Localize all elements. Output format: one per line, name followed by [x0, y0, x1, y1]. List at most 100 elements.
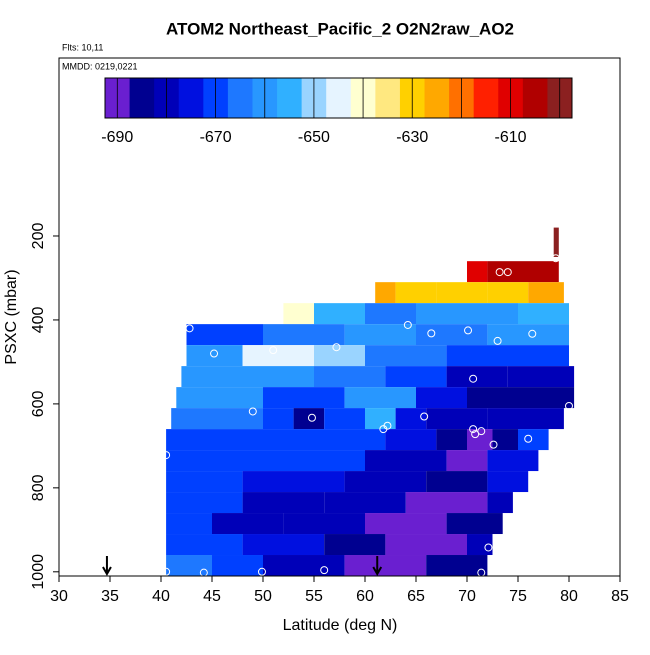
heat-cell: [344, 555, 427, 576]
x-axis-label: Latitude (deg N): [283, 617, 398, 634]
heat-cell: [181, 366, 314, 388]
heat-cell: [507, 366, 575, 388]
colorbar-tick-label: -690: [101, 129, 133, 146]
sample-point: [464, 326, 473, 335]
x-tick-label: 60: [356, 588, 374, 605]
sample-point: [489, 440, 498, 449]
colorbar-swatch: [473, 78, 499, 118]
colorbar-tick-label: -610: [495, 129, 527, 146]
heat-cell: [487, 324, 569, 346]
heat-cell: [283, 303, 314, 325]
heat-cell: [467, 534, 493, 556]
heat-cell: [176, 387, 263, 409]
heat-cell: [416, 324, 488, 346]
y-tick-label: 400: [30, 306, 47, 333]
heat-cell: [467, 429, 493, 451]
sample-point: [493, 336, 502, 345]
heat-cell: [166, 534, 243, 556]
colorbar-swatch: [178, 78, 204, 118]
y-tick-label: 800: [30, 474, 47, 501]
x-tick-label: 40: [152, 588, 170, 605]
heat-cell: [365, 303, 416, 325]
heat-cell: [171, 408, 263, 430]
sample-point: [383, 421, 392, 430]
y-axis-label: PSXC (mbar): [3, 269, 20, 364]
heat-cell: [212, 513, 284, 535]
heat-cell: [385, 366, 447, 388]
sample-point: [307, 413, 316, 422]
sample-point: [528, 329, 537, 338]
heat-cell: [314, 366, 386, 388]
x-tick-label: 70: [458, 588, 476, 605]
heat-cell: [166, 513, 212, 535]
colorbar-tick-label: -630: [396, 129, 428, 146]
heat-cell: [324, 408, 365, 430]
heat-cell: [518, 303, 569, 325]
sample-point: [257, 567, 266, 576]
heat-cell: [324, 492, 406, 514]
heat-cell: [385, 429, 437, 451]
heat-cell: [365, 345, 447, 367]
heat-cell: [186, 324, 263, 346]
colorbar-swatch: [277, 78, 303, 118]
sample-point: [484, 543, 493, 552]
flights-label: Flts: 10,11: [62, 42, 103, 52]
sample-point: [503, 268, 512, 277]
heat-cell: [416, 303, 467, 325]
heat-cell: [553, 227, 559, 257]
heat-cell: [166, 471, 243, 493]
sample-point: [420, 412, 429, 421]
sample-point: [162, 451, 171, 460]
heat-cell: [314, 345, 365, 367]
heat-cell: [344, 324, 416, 346]
heat-cell: [436, 282, 488, 304]
plot-layer: 30 35 40 45 50 55 60 65 70 75 80 85 200 400 600 800 1000…: [30, 77, 629, 605]
y-tick-label: 600: [30, 390, 47, 417]
heat-cell: [487, 282, 529, 304]
sample-point: [269, 346, 278, 355]
heat-cell: [467, 387, 575, 409]
heat-cell: [405, 492, 488, 514]
heat-cell: [446, 513, 503, 535]
chart-title: ATOM2 Northeast_Pacific_2 O2N2raw_AO2: [166, 19, 514, 38]
x-tick-label: 65: [407, 588, 425, 605]
sample-point: [565, 401, 573, 410]
heat-cell: [263, 408, 294, 430]
heat-cell: [314, 303, 365, 325]
sample-point: [551, 254, 560, 263]
y-tick-label: 1000: [30, 554, 47, 590]
heat-cell: [242, 534, 325, 556]
sample-point: [427, 329, 436, 338]
heat-cell: [487, 261, 559, 283]
x-tick-label: 50: [254, 588, 272, 605]
colorbar-tick-label: -650: [298, 129, 330, 146]
heat-cell: [344, 387, 416, 409]
colorbar-swatch: [522, 78, 548, 118]
heat-cell: [492, 429, 518, 451]
heat-cell: [426, 471, 488, 493]
heat-cell: [263, 450, 365, 472]
heat-cell: [212, 555, 263, 576]
heat-cell: [446, 450, 488, 472]
sample-point: [403, 320, 412, 329]
heat-cell: [263, 324, 345, 346]
heat-cell: [446, 345, 569, 367]
heat-cell: [487, 408, 564, 430]
colorbar-frame: [104, 77, 573, 119]
sample-point: [248, 407, 257, 416]
colorbar-swatch: [424, 78, 450, 118]
x-tick-label: 55: [305, 588, 323, 605]
heat-cell: [166, 492, 243, 514]
heat-cell: [166, 450, 263, 472]
heat-cell: [395, 282, 437, 304]
x-tick-label: 75: [509, 588, 527, 605]
x-tick-label: 45: [203, 588, 221, 605]
heat-cell: [518, 429, 549, 451]
heat-cell: [385, 534, 467, 556]
dates-label: MMDD: 0219,0221: [62, 61, 138, 71]
heat-cell: [186, 345, 243, 367]
colorbar-tick-label: -670: [200, 129, 232, 146]
heat-cell: [166, 555, 212, 576]
sample-point: [469, 425, 478, 434]
